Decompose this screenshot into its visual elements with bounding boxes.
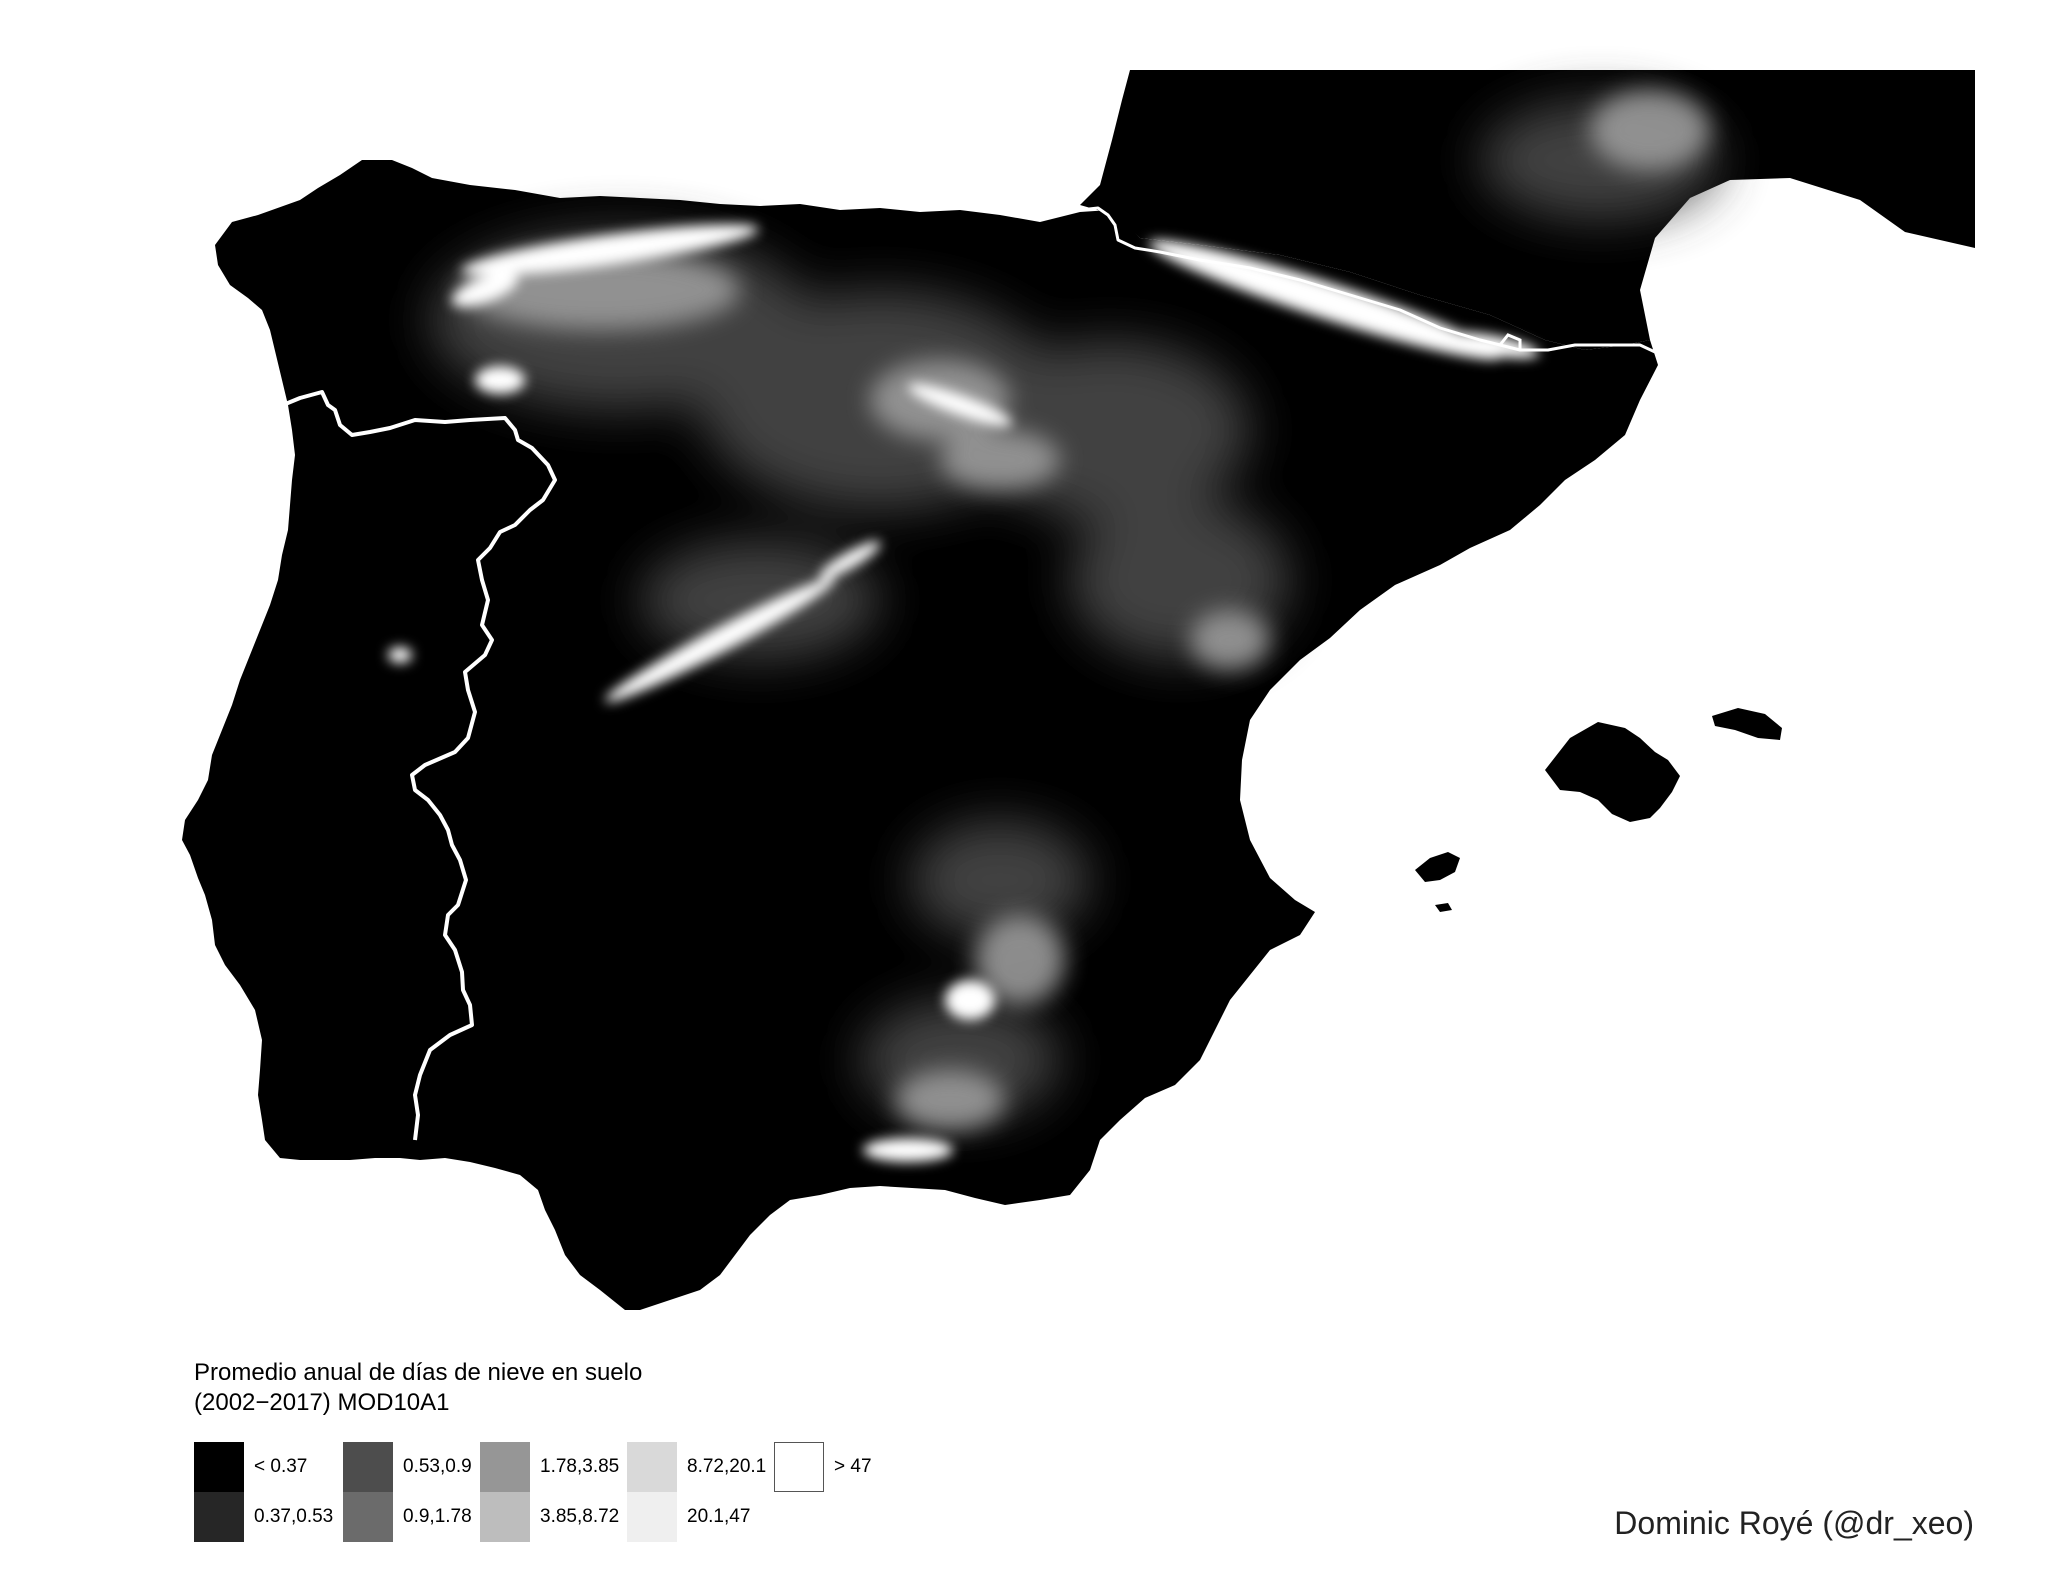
legend-swatch xyxy=(194,1492,244,1542)
legend-label: 3.85,8.72 xyxy=(540,1506,620,1527)
legend-swatch xyxy=(343,1492,393,1542)
spain-portugal-border xyxy=(265,390,557,1141)
sierra-nevada-snow xyxy=(863,1138,953,1162)
legend-label: 1.78,3.85 xyxy=(540,1456,620,1477)
legend-title-line2: (2002−2017) MOD10A1 xyxy=(194,1389,450,1416)
cantabrian-range-snow xyxy=(461,224,759,276)
mallorca-island xyxy=(1545,722,1680,822)
high-snow-zones xyxy=(388,224,1540,1162)
legend-item-class-2: 0.37,0.53 xyxy=(194,1492,333,1542)
legend-label: 8.72,20.1 xyxy=(687,1456,767,1477)
legend-swatch xyxy=(627,1492,677,1542)
legend-item-class-3: 0.53,0.9 xyxy=(343,1442,472,1492)
legend-swatch xyxy=(343,1442,393,1492)
legend-label: 0.37,0.53 xyxy=(254,1506,334,1527)
author-credit: Dominic Royé (@dr_xeo) xyxy=(1614,1505,1974,1541)
legend-item-class-8: 20.1,47 xyxy=(627,1492,750,1542)
legend-item-class-9: > 47 xyxy=(774,1442,872,1492)
legend-swatch xyxy=(627,1442,677,1492)
legend-label: 0.9,1.78 xyxy=(403,1506,472,1527)
ibiza-island xyxy=(1415,852,1460,882)
legend-item-class-4: 0.9,1.78 xyxy=(343,1492,472,1542)
iberian-peninsula-landmass xyxy=(182,160,1658,1310)
legend-label: < 0.37 xyxy=(254,1456,308,1477)
legend-swatch xyxy=(480,1442,530,1492)
formentera-island xyxy=(1435,903,1452,912)
legend-title-line1: Promedio anual de días de nieve en suelo xyxy=(194,1359,643,1386)
legend-swatch xyxy=(774,1442,824,1492)
legend-label: 20.1,47 xyxy=(687,1506,751,1527)
legend-swatch xyxy=(194,1442,244,1492)
legend-item-class-6: 3.85,8.72 xyxy=(480,1492,619,1542)
central-system-snow xyxy=(605,578,835,702)
andorra-border xyxy=(1498,333,1522,350)
pyrenees-snow xyxy=(1148,240,1502,360)
france-landmass xyxy=(1080,70,1975,350)
menorca-island xyxy=(1712,708,1782,740)
legend-item-class-7: 8.72,20.1 xyxy=(627,1442,766,1492)
legend-swatch xyxy=(480,1492,530,1542)
legend-item-class-5: 1.78,3.85 xyxy=(480,1442,619,1492)
legend-label: 0.53,0.9 xyxy=(403,1456,472,1477)
legend-item-class-1: < 0.37 xyxy=(194,1442,307,1492)
spain-france-border xyxy=(1079,206,1656,354)
legend-title: Promedio anual de días de nieve en suelo… xyxy=(194,1358,642,1418)
legend-label: > 47 xyxy=(834,1456,872,1477)
